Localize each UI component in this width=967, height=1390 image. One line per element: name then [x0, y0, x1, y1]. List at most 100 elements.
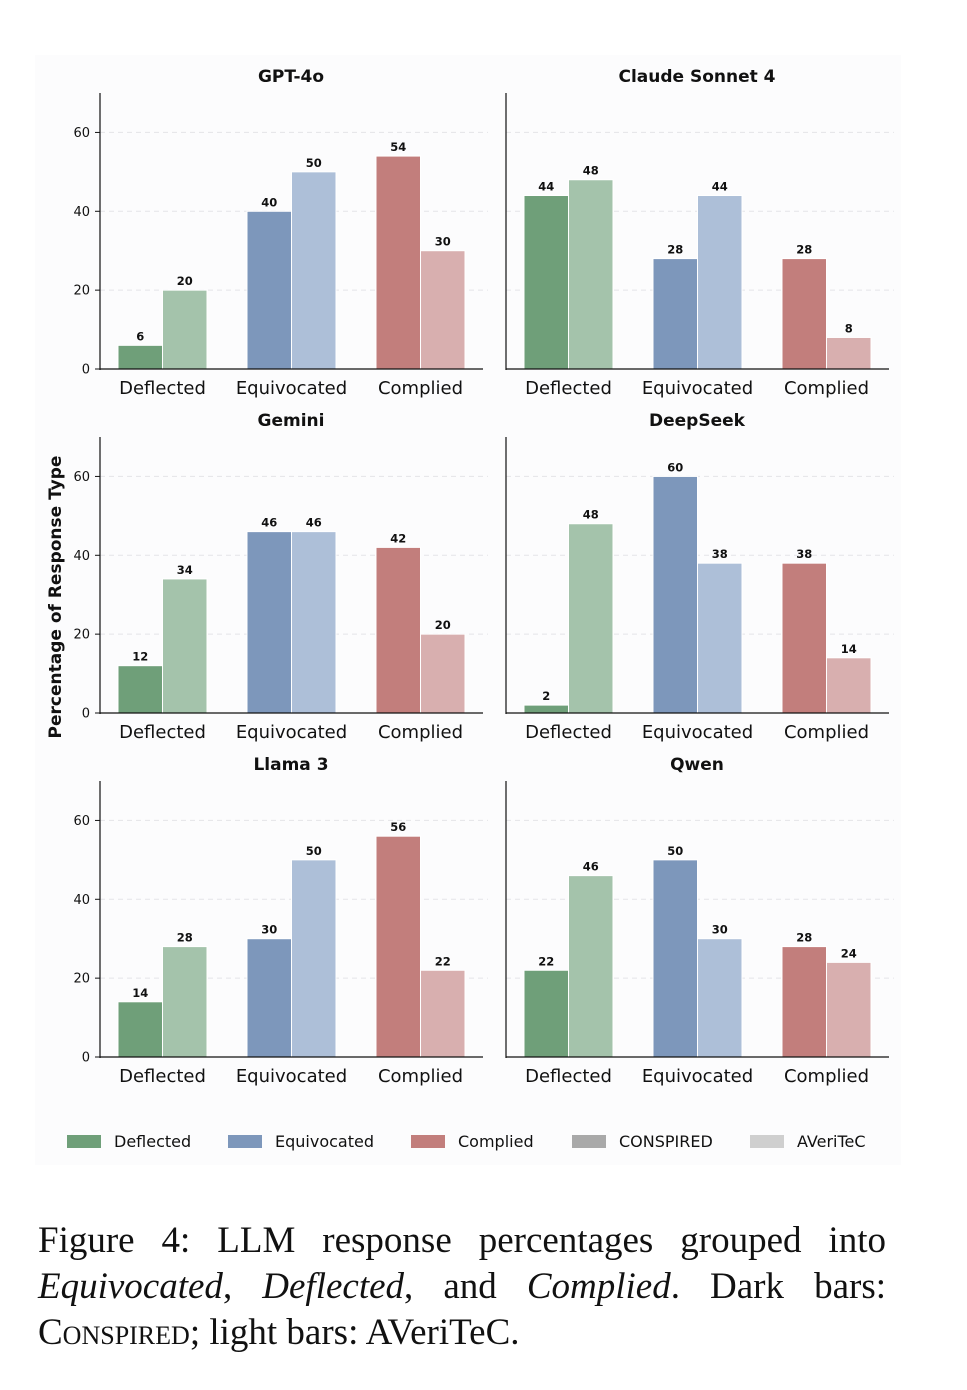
bar-deflected-averitec [162, 578, 208, 714]
data-label: 30 [712, 923, 728, 937]
data-label: 46 [583, 860, 599, 874]
x-tick-label: Complied [784, 378, 869, 399]
legend-label-averitec: AVeriTeC [797, 1132, 866, 1151]
data-label: 28 [796, 931, 812, 945]
bar-complied-conspired [375, 155, 421, 370]
data-label: 24 [841, 946, 857, 960]
bar-deflected-averitec [568, 179, 614, 370]
y-tick-label: 0 [82, 363, 90, 378]
caption-sep3: . Dark bars: [670, 1266, 886, 1307]
data-label: 22 [538, 954, 554, 968]
data-label: 8 [845, 321, 853, 335]
x-tick-label: Equivocated [236, 722, 347, 743]
bar-deflected-averitec [162, 289, 208, 370]
bar-equivocated-conspired [246, 531, 292, 714]
subplot-title: Llama 3 [253, 755, 328, 775]
data-label: 14 [132, 986, 148, 1000]
y-tick-label: 20 [73, 284, 90, 299]
data-label: 28 [177, 931, 193, 945]
y-axis-label: Percentage of Response Type [46, 456, 66, 739]
caption-sep1: , [222, 1266, 263, 1307]
legend-label-equivocated: Equivocated [275, 1132, 374, 1151]
subplot-title: DeepSeek [649, 411, 746, 431]
data-label: 28 [796, 243, 812, 257]
data-label: 38 [796, 547, 812, 561]
data-label: 12 [132, 650, 148, 664]
y-tick-label: 40 [73, 893, 90, 908]
data-label: 42 [390, 531, 406, 545]
data-label: 48 [583, 164, 599, 178]
y-tick-label: 0 [82, 1051, 90, 1066]
caption-sep4: ; light bars: AVeriTeC. [189, 1312, 520, 1353]
legend-swatch-averitec [750, 1135, 784, 1148]
bar-deflected-conspired [523, 195, 569, 370]
bar-complied-conspired [781, 258, 827, 370]
legend-swatch-equivocated [228, 1135, 262, 1148]
bar-equivocated-conspired [246, 210, 292, 370]
data-label: 34 [177, 563, 193, 577]
bar-complied-conspired [781, 946, 827, 1058]
data-label: 20 [177, 274, 193, 288]
x-tick-label: Equivocated [642, 378, 753, 399]
x-tick-label: Complied [378, 378, 463, 399]
y-tick-label: 60 [73, 126, 90, 141]
subplot-qwen: Qwen 22 46 Deflected 50 30 Equivocated 28 24 Comp… [505, 755, 894, 1087]
caption-equivocated: Equivocated [38, 1266, 223, 1307]
bar-equivocated-conspired [652, 475, 698, 714]
data-label: 50 [667, 844, 683, 858]
bar-deflected-conspired [523, 704, 569, 714]
legend-swatch-complied [411, 1135, 445, 1148]
data-label: 30 [435, 235, 451, 249]
x-tick-label: Deflected [525, 1066, 612, 1087]
subplot-title: Claude Sonnet 4 [618, 67, 775, 87]
bar-deflected-conspired [117, 344, 163, 370]
y-tick-label: 60 [73, 814, 90, 829]
bar-equivocated-averitec [697, 195, 743, 370]
data-label: 40 [261, 195, 277, 209]
x-tick-label: Deflected [525, 378, 612, 399]
legend-label-complied: Complied [458, 1132, 534, 1151]
caption-complied: Complied [526, 1266, 671, 1307]
data-label: 6 [136, 329, 144, 343]
data-label: 54 [390, 140, 406, 154]
bar-complied-conspired [375, 546, 421, 714]
y-tick-label: 20 [73, 972, 90, 987]
subplot-grid: GPT-4o620Deflected4050Equivocated5430Com… [73, 67, 894, 1087]
subplot-deepseek: DeepSeek 2 48 Deflected 60 38 Equivocated 38 14 C… [505, 411, 894, 743]
figure-canvas: GPT-4o620Deflected4050Equivocated5430Com… [46, 67, 894, 1151]
x-tick-label: Complied [378, 1066, 463, 1087]
data-label: 44 [712, 180, 728, 194]
bar-complied-averitec [826, 336, 872, 370]
bar-equivocated-conspired [246, 938, 292, 1058]
caption-conspired: Conspired [38, 1312, 190, 1353]
y-tick-label: 40 [73, 549, 90, 564]
bar-complied-averitec [420, 250, 466, 370]
bar-equivocated-averitec [697, 562, 743, 714]
subplot-title: Gemini [258, 411, 325, 431]
data-label: 22 [435, 954, 451, 968]
subplot-llama-3: Llama 3 14 28 Deflected 30 50 Equivocated 56 22 C… [73, 755, 488, 1087]
bar-complied-averitec [826, 657, 872, 714]
bar-equivocated-averitec [291, 859, 337, 1058]
bar-equivocated-averitec [697, 938, 743, 1058]
x-tick-label: Equivocated [642, 1066, 753, 1087]
x-tick-label: Complied [784, 1066, 869, 1087]
x-tick-label: Complied [378, 722, 463, 743]
subplot-title: GPT-4o [258, 67, 324, 87]
subplot-gpt-4o: GPT-4o 6 20 Deflected 40 50 Equivocated 54 30 Com… [73, 67, 488, 399]
subplot-title: Qwen [670, 755, 724, 775]
x-tick-label: Deflected [119, 722, 206, 743]
bar-complied-averitec [826, 961, 872, 1058]
caption-sep2: , and [404, 1266, 527, 1307]
bar-complied-conspired [781, 562, 827, 714]
bar-complied-conspired [375, 835, 421, 1058]
x-tick-label: Deflected [119, 1066, 206, 1087]
caption-prefix: Figure 4: LLM response percentages group… [38, 1220, 886, 1261]
legend-label-deflected: Deflected [114, 1132, 191, 1151]
data-label: 46 [261, 516, 277, 530]
bar-deflected-averitec [162, 946, 208, 1058]
data-label: 50 [306, 844, 322, 858]
data-label: 50 [306, 156, 322, 170]
data-label: 56 [390, 820, 406, 834]
data-label: 2 [542, 689, 550, 703]
